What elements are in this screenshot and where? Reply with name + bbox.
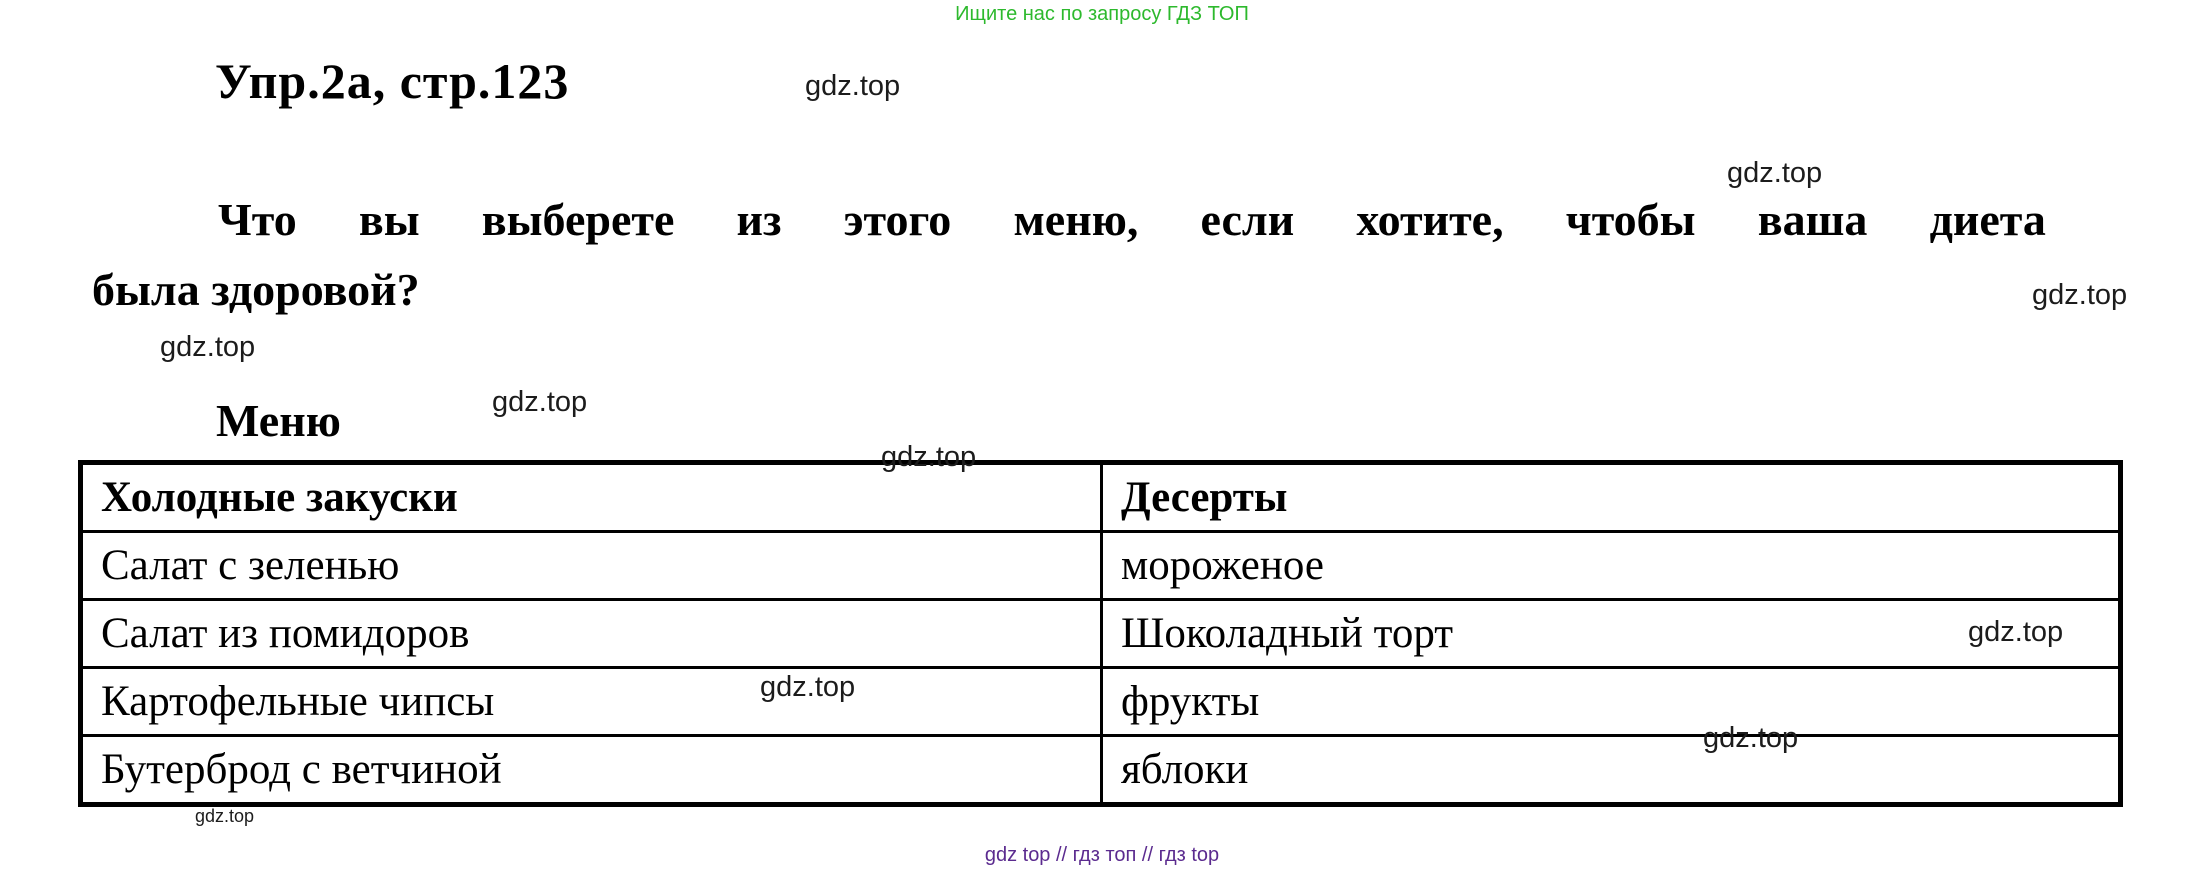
table-header-cell: Холодные закуски — [79, 461, 1103, 533]
question-word: диета — [1929, 194, 2046, 245]
question-line-1: Что вы выберете из этого меню, если хоти… — [218, 193, 2046, 246]
gdz-watermark: gdz.top — [160, 331, 256, 363]
gdz-watermark: gdz.top — [492, 386, 588, 418]
menu-table: Холодные закуски Десерты Салат с зеленью… — [78, 460, 2123, 807]
question-word: из — [736, 194, 782, 245]
question-word: хотите, — [1356, 194, 1504, 245]
gdz-watermark: gdz.top — [805, 70, 901, 102]
table-row: Салат с зеленью мороженое — [79, 530, 2122, 601]
gdz-watermark: gdz.top — [1727, 157, 1823, 189]
question-word: Что — [218, 194, 297, 245]
table-header-cell: Десерты — [1100, 461, 2122, 533]
question-line-2: была здоровой? — [92, 264, 420, 315]
table-row: Салат из помидоров Шоколадный торт — [79, 598, 2122, 669]
question-word: вы — [358, 194, 420, 245]
gdz-watermark: gdz.top — [760, 671, 856, 703]
site-banner: Ищите нас по запросу ГДЗ ТОП — [955, 3, 1249, 25]
question-word: выберете — [481, 194, 675, 245]
table-cell: фрукты — [1100, 666, 2122, 737]
question-word: этого — [843, 194, 952, 245]
gdz-watermark: gdz.top — [1703, 722, 1799, 754]
table-cell: Салат с зеленью — [79, 530, 1103, 601]
question-word: меню, — [1013, 194, 1139, 245]
table-row: Бутерброд с ветчиной яблоки — [79, 734, 2122, 806]
gdz-watermark: gdz.top — [881, 441, 977, 473]
table-row: Картофельные чипсы фрукты — [79, 666, 2122, 737]
menu-heading: Меню — [216, 395, 341, 446]
gdz-watermark: gdz.top — [2032, 279, 2128, 311]
gdz-watermark: gdz.top — [195, 806, 255, 826]
exercise-title: Упр.2а, стр.123 — [215, 53, 570, 109]
footer-tags: gdz top // гдз топ // гдз top — [984, 844, 1220, 866]
table-cell: Шоколадный торт — [1100, 598, 2122, 669]
question-word: ваша — [1757, 194, 1868, 245]
table-cell: Картофельные чипсы — [79, 666, 1103, 737]
table-cell: яблоки — [1100, 734, 2122, 806]
table-cell: Салат из помидоров — [79, 598, 1103, 669]
table-cell: мороженое — [1100, 530, 2122, 601]
table-cell: Бутерброд с ветчиной — [79, 734, 1103, 806]
gdz-watermark: gdz.top — [1968, 616, 2064, 648]
question-word: если — [1200, 194, 1295, 245]
question-word: чтобы — [1565, 194, 1696, 245]
table-header-row: Холодные закуски Десерты — [79, 461, 2122, 533]
